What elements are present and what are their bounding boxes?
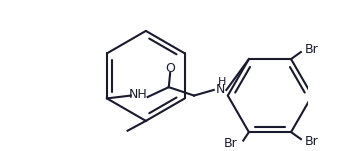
Text: Br: Br xyxy=(224,137,237,150)
Text: Br: Br xyxy=(305,135,319,148)
Text: N: N xyxy=(216,84,226,96)
Text: Br: Br xyxy=(305,43,319,56)
Text: O: O xyxy=(165,62,175,75)
Text: NH: NH xyxy=(129,88,147,101)
Text: H: H xyxy=(218,77,226,87)
